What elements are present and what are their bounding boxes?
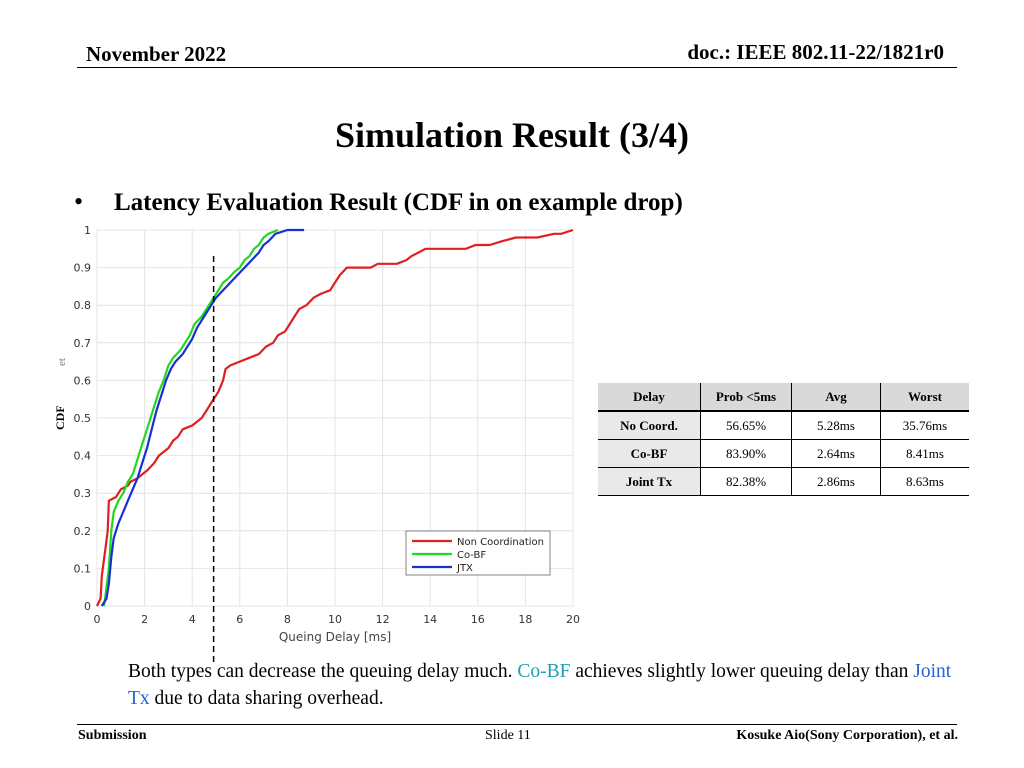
latency-table: Delay Prob <5ms Avg Worst No Coord. 56.6… (598, 383, 969, 496)
x-tick-label: 8 (284, 613, 291, 626)
caption-part2: achieves slightly lower queuing delay th… (570, 661, 914, 682)
table-header-cell: Delay (598, 383, 701, 412)
footer-submission: Submission (78, 728, 147, 743)
table-row-header: No Coord. (598, 411, 701, 440)
table-row: Co-BF 83.90% 2.64ms 8.41ms (598, 439, 969, 468)
table-cell: 56.65% (700, 411, 792, 440)
x-tick-label: 4 (189, 613, 196, 626)
y-tick-label: 0.3 (74, 487, 92, 500)
legend: Non Coordination Co-BF JTX (405, 530, 551, 576)
table-cell: 2.64ms (791, 439, 881, 468)
x-tick-label: 10 (328, 613, 342, 626)
table-header-cell: Worst (880, 383, 969, 412)
caption-highlight-jointtx: Joint Tx (128, 661, 952, 709)
series-line-3 (100, 228, 305, 607)
bullet-text: Latency Evaluation Result (CDF in on exa… (114, 189, 683, 216)
y-tick-label: 0.7 (74, 337, 92, 350)
y-tick-label: 1 (84, 224, 91, 237)
caption-highlight-cobf: Co-BF (517, 661, 571, 682)
x-tick-label: 14 (423, 613, 437, 626)
footer-slide-number: Slide 11 (485, 728, 531, 743)
legend-label: Co-BF (457, 550, 486, 561)
table-cell: 8.63ms (880, 467, 969, 496)
y-tick-label: 0.6 (74, 374, 92, 387)
table-row: No Coord. 56.65% 5.28ms 35.76ms (598, 411, 969, 440)
table-row-header: Co-BF (598, 439, 701, 468)
x-tick-label: 6 (236, 613, 243, 626)
x-tick-label: 12 (376, 613, 390, 626)
series-line-2 (103, 228, 279, 607)
table-cell: 35.76ms (880, 411, 969, 440)
x-tick-label: 16 (471, 613, 485, 626)
caption-part3: due to data sharing overhead. (149, 688, 384, 709)
legend-label: JTX (456, 563, 473, 574)
header-rule (77, 67, 957, 68)
series (96, 228, 574, 607)
table-cell: 82.38% (700, 467, 792, 496)
y-tick-label: 0.4 (74, 450, 92, 463)
footer-author: Kosuke Aio(Sony Corporation), et al. (736, 728, 958, 743)
footer-rule (77, 724, 957, 725)
table-cell: 2.86ms (791, 467, 881, 496)
table-header-cell: Avg (791, 383, 881, 412)
y-tick-label: 0.9 (74, 262, 92, 275)
table-row-header: Joint Tx (598, 467, 701, 496)
caption: Both types can decrease the queuing dela… (128, 658, 968, 712)
table-header-row: Delay Prob <5ms Avg Worst (598, 383, 969, 412)
table-cell: 8.41ms (880, 439, 969, 468)
x-tick-label: 20 (566, 613, 580, 626)
legend-label: Non Coordination (457, 537, 544, 548)
y-tick-label: 0.2 (74, 525, 92, 538)
y-tick-label: 0.5 (74, 412, 92, 425)
table-cell: 5.28ms (791, 411, 881, 440)
y-tick-label: 0.1 (74, 562, 92, 575)
y-tick-label: 0 (84, 600, 91, 613)
x-tick-label: 2 (141, 613, 148, 626)
header-doc-number: doc.: IEEE 802.11-22/1821r0 (687, 40, 944, 64)
caption-part1: Both types can decrease the queuing dela… (128, 661, 518, 682)
table-header-cell: Prob <5ms (700, 383, 792, 412)
table-row: Joint Tx 82.38% 2.86ms 8.63ms (598, 467, 969, 496)
grid (96, 229, 574, 607)
bullet-marker: • (74, 187, 84, 216)
x-tick-label: 0 (94, 613, 101, 626)
y-tick-label: 0.8 (74, 299, 92, 312)
slide-title: Simulation Result (3/4) (334, 115, 690, 155)
header-date: November 2022 (86, 42, 227, 66)
x-axis-label: Queing Delay [ms] (279, 630, 391, 644)
tick-labels: 0 2 4 6 8 10 12 14 16 18 20 0 0.1 0.2 0.3 0.4 0.5 0.6 0.7 0… (74, 224, 581, 626)
cdf-chart: 0 2 4 6 8 10 12 14 16 18 20 0 0.1 0.2 0.3 0.4 0.5 0.6 0.7 0… (74, 224, 581, 662)
table-cell: 83.90% (700, 439, 792, 468)
x-tick-label: 18 (518, 613, 532, 626)
